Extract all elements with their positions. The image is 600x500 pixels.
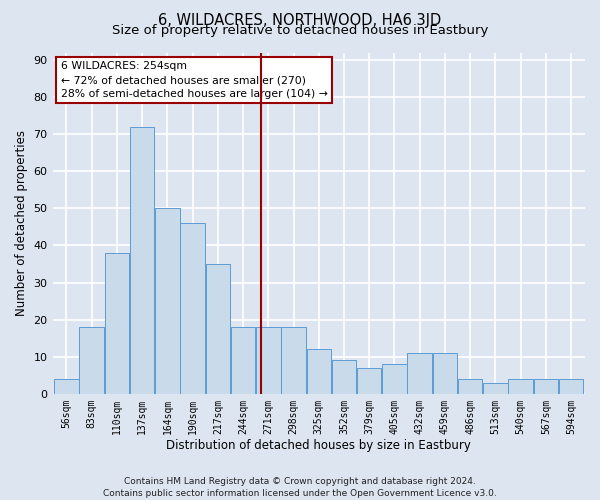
Bar xyxy=(307,350,331,394)
Y-axis label: Number of detached properties: Number of detached properties xyxy=(15,130,28,316)
Text: 6 WILDACRES: 254sqm
← 72% of detached houses are smaller (270)
28% of semi-detac: 6 WILDACRES: 254sqm ← 72% of detached ho… xyxy=(61,61,328,99)
Bar xyxy=(382,364,407,394)
Bar xyxy=(458,379,482,394)
Bar xyxy=(206,264,230,394)
Bar xyxy=(281,327,306,394)
X-axis label: Distribution of detached houses by size in Eastbury: Distribution of detached houses by size … xyxy=(166,440,471,452)
Bar xyxy=(433,353,457,394)
Bar xyxy=(231,327,256,394)
Bar xyxy=(357,368,382,394)
Bar xyxy=(181,223,205,394)
Bar xyxy=(104,253,129,394)
Bar xyxy=(155,208,179,394)
Text: Contains HM Land Registry data © Crown copyright and database right 2024.
Contai: Contains HM Land Registry data © Crown c… xyxy=(103,476,497,498)
Bar xyxy=(533,379,558,394)
Text: Size of property relative to detached houses in Eastbury: Size of property relative to detached ho… xyxy=(112,24,488,37)
Bar xyxy=(79,327,104,394)
Bar xyxy=(483,382,508,394)
Bar xyxy=(332,360,356,394)
Bar xyxy=(54,379,79,394)
Bar xyxy=(407,353,432,394)
Bar xyxy=(130,126,154,394)
Text: 6, WILDACRES, NORTHWOOD, HA6 3JD: 6, WILDACRES, NORTHWOOD, HA6 3JD xyxy=(158,12,442,28)
Bar xyxy=(256,327,281,394)
Bar xyxy=(508,379,533,394)
Bar xyxy=(559,379,583,394)
